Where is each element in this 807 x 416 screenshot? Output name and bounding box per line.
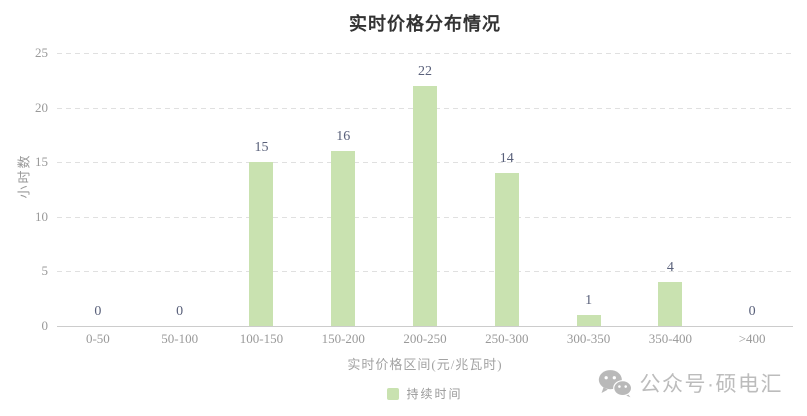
x-tick-label: 50-100: [161, 331, 199, 346]
x-tick-label: 300-350: [566, 331, 611, 346]
x-tick-label: 200-250: [403, 331, 447, 346]
x-tick-label: >400: [738, 331, 766, 346]
x-tick-label: 350-400: [648, 331, 693, 346]
y-tick-label: 10: [35, 208, 48, 224]
bar-value-label: 0: [94, 304, 102, 319]
plot-area: 0 0 15 16 22 14 1 4 0: [57, 53, 793, 327]
bar-value-label: 15: [254, 140, 269, 156]
bar-value-label: 22: [418, 63, 433, 79]
y-tick-label: 5: [41, 263, 49, 279]
bar-cell: 0: [57, 53, 139, 326]
bar-cell: 4: [629, 53, 711, 326]
bar: [413, 85, 438, 326]
bar-value-label: 4: [666, 260, 674, 276]
y-tick-label: 0: [41, 318, 49, 333]
bar-cell: 0: [139, 53, 221, 326]
x-tick-label: 0-50: [85, 331, 110, 346]
watermark-text: 公众号·硕电汇: [639, 373, 783, 396]
y-tick-label: 15: [35, 154, 48, 170]
legend: 持续时间: [57, 385, 793, 402]
bar-cell: 1: [548, 53, 630, 326]
bar: [494, 173, 519, 326]
x-axis-tick-labels: 0-50 50-100 100-150 150-200 200-250 250-300 30…: [57, 331, 793, 347]
y-tick-label: 20: [35, 99, 48, 115]
x-tick-label: 150-200: [321, 331, 365, 346]
legend-label: 持续时间: [406, 387, 463, 401]
watermark: 公众号·硕电汇: [598, 368, 784, 398]
bars-row: 0 0 15 16 22 14 1 4 0: [57, 53, 793, 326]
bar: [658, 282, 683, 326]
x-axis-title: 实时价格区间(元/兆瓦时): [347, 357, 503, 372]
bar-value-label: 1: [585, 293, 593, 309]
bar: [249, 162, 274, 326]
bar-value-label: 16: [336, 129, 351, 145]
bar-cell: 16: [302, 53, 384, 326]
bar-value-label: 0: [176, 304, 184, 319]
bar-cell: 15: [221, 53, 303, 326]
legend-swatch: [387, 387, 400, 400]
bar-cell: 0: [711, 53, 793, 326]
y-tick-label: 25: [35, 45, 48, 60]
bar: [576, 315, 601, 326]
x-tick-label: 100-150: [239, 331, 284, 346]
bar-value-label: 14: [499, 151, 514, 167]
bar-value-label: 0: [748, 304, 756, 319]
bar-cell: 14: [466, 53, 548, 326]
gridline: [57, 53, 793, 54]
x-tick-label: 250-300: [485, 331, 529, 346]
bar: [331, 151, 356, 326]
chart-title: 实时价格分布情况: [349, 14, 501, 34]
y-axis-tick-labels: 0 5 10 15 20 25: [0, 45, 49, 333]
wechat-icon: [598, 369, 632, 397]
bar-cell: 22: [384, 53, 466, 326]
